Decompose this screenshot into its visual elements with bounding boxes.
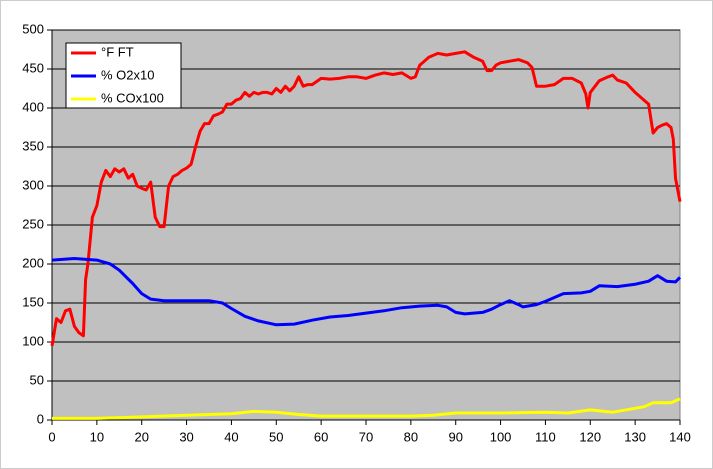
legend-label: % COx100 — [101, 90, 164, 105]
x-tick-label: 110 — [535, 429, 556, 444]
x-tick-label: 80 — [404, 429, 418, 444]
y-tick-label: 400 — [22, 99, 44, 114]
y-tick-label: 200 — [22, 255, 44, 270]
y-tick-label: 300 — [22, 177, 44, 192]
y-tick-label: 150 — [22, 294, 44, 309]
x-tick-label: 50 — [269, 429, 283, 444]
legend-label: °F FT — [101, 44, 134, 59]
x-tick-label: 30 — [179, 429, 193, 444]
x-tick-label: 0 — [48, 429, 55, 444]
y-tick-label: 0 — [37, 411, 44, 426]
y-tick-label: 100 — [22, 333, 44, 348]
x-tick-label: 40 — [224, 429, 238, 444]
y-tick-label: 500 — [22, 21, 44, 36]
x-tick-label: 140 — [669, 429, 691, 444]
y-tick-label: 350 — [22, 138, 44, 153]
series-line — [52, 397, 681, 420]
x-tick-label: 100 — [490, 429, 512, 444]
x-tick-label: 120 — [579, 429, 601, 444]
x-tick-label: 90 — [448, 429, 462, 444]
x-tick-label: 60 — [314, 429, 328, 444]
legend-label: % O2x10 — [101, 67, 154, 82]
y-tick-label: 50 — [30, 372, 44, 387]
y-tick-label: 450 — [22, 60, 44, 75]
series-line — [50, 50, 682, 347]
x-tick-label: 130 — [624, 429, 646, 444]
y-tick-label: 250 — [22, 216, 44, 231]
series-line — [51, 257, 682, 327]
x-tick-label: 10 — [90, 429, 104, 444]
x-tick-label: 20 — [134, 429, 148, 444]
x-tick-label: 70 — [359, 429, 373, 444]
